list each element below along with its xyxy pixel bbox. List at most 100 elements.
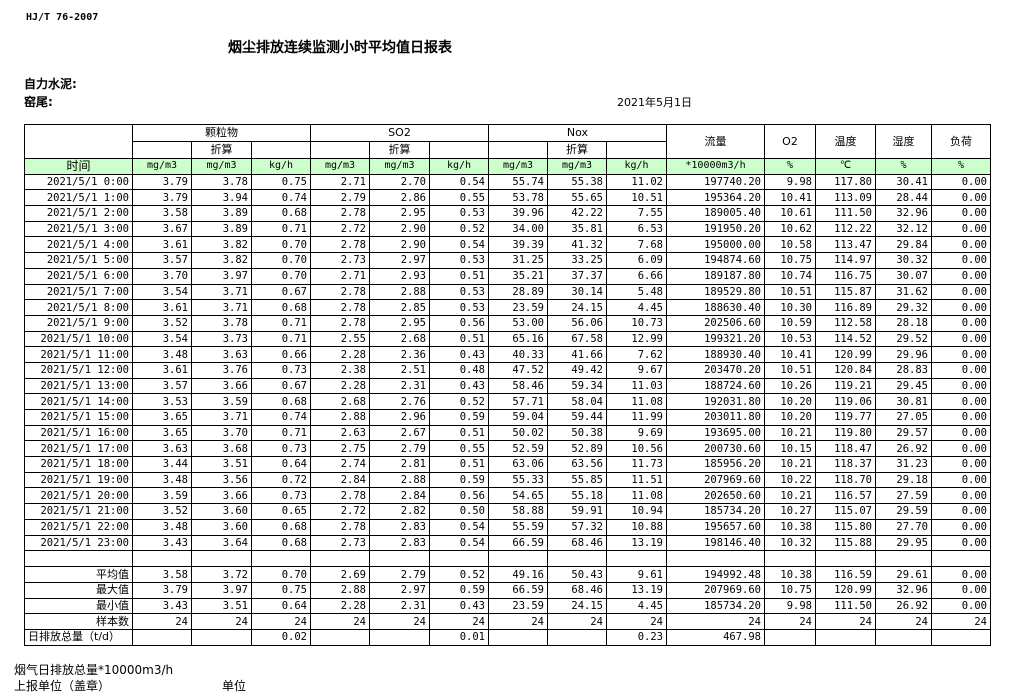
- value-cell: 11.08: [606, 393, 667, 410]
- value-cell: 23.59: [488, 597, 548, 615]
- value-cell: 3.65: [132, 409, 192, 426]
- value-cell: 24: [931, 613, 991, 630]
- value-cell: 114.97: [815, 252, 876, 269]
- time-cell: 2021/5/1 2:00: [24, 205, 133, 222]
- value-cell: 2.72: [310, 503, 370, 520]
- value-cell: 29.61: [875, 566, 932, 583]
- value-cell: 3.48: [132, 346, 192, 363]
- value-cell: 0.59: [429, 471, 489, 489]
- value-cell: 3.66: [191, 377, 252, 395]
- unit-cell: %: [875, 158, 932, 175]
- empty-cell: [815, 550, 876, 568]
- value-cell: 11.03: [606, 377, 667, 395]
- value-cell: 0.00: [931, 252, 991, 269]
- value-cell: 116.75: [815, 267, 876, 285]
- value-cell: 2.88: [310, 581, 370, 599]
- value-cell: 0.73: [251, 440, 311, 458]
- value-cell: 2.84: [310, 471, 370, 489]
- value-cell: 3.51: [191, 456, 252, 473]
- value-cell: 10.58: [764, 236, 816, 254]
- time-cell: 2021/5/1 18:00: [24, 456, 133, 473]
- value-cell: 2.28: [310, 346, 370, 363]
- stat-label: 样本数: [24, 613, 133, 630]
- value-cell: 12.99: [606, 330, 667, 348]
- value-cell: 53.00: [488, 314, 548, 332]
- value-cell: 0.00: [931, 409, 991, 426]
- stats-row: 最小值 3.43 3.51 0.64 2.28 2.31 0.43 23.59 24.15 4.4…: [24, 597, 991, 615]
- stat-label: 平均值: [24, 566, 133, 583]
- value-cell: 3.43: [132, 534, 192, 552]
- value-cell: 30.14: [547, 283, 607, 301]
- header-load: 负荷: [931, 124, 991, 159]
- value-cell: 0.73: [251, 487, 311, 505]
- header-nox-converted: 折算: [547, 141, 607, 159]
- value-cell: 2.95: [369, 314, 430, 332]
- value-cell: 24: [606, 613, 667, 630]
- header-blank: [488, 141, 548, 159]
- value-cell: 50.38: [547, 424, 607, 442]
- header-so2-converted: 折算: [369, 141, 430, 159]
- value-cell: 3.63: [132, 440, 192, 458]
- value-cell: 3.72: [191, 566, 252, 583]
- value-cell: 57.71: [488, 393, 548, 410]
- value-cell: 0.51: [429, 424, 489, 442]
- value-cell: 2.95: [369, 205, 430, 222]
- value-cell: 41.32: [547, 236, 607, 254]
- value-cell: 2.74: [310, 456, 370, 473]
- value-cell: 3.63: [191, 346, 252, 363]
- header-blank: [24, 124, 133, 142]
- value-cell: 3.89: [191, 205, 252, 222]
- value-cell: 0.00: [931, 283, 991, 301]
- value-cell: 3.82: [191, 236, 252, 254]
- value-cell: 52.59: [488, 440, 548, 458]
- value-cell: 13.19: [606, 581, 667, 599]
- value-cell: 3.52: [132, 503, 192, 520]
- empty-cell: [764, 550, 816, 568]
- time-cell: 2021/5/1 23:00: [24, 534, 133, 552]
- value-cell: 58.88: [488, 503, 548, 520]
- value-cell: 2.82: [369, 503, 430, 520]
- value-cell: 0.00: [931, 267, 991, 285]
- value-cell: 24: [815, 613, 876, 630]
- value-cell: 23.59: [488, 299, 548, 316]
- value-cell: 2.86: [369, 189, 430, 207]
- value-cell: 0.70: [251, 252, 311, 269]
- stats-row: 最大值 3.79 3.97 0.75 2.88 2.97 0.59 66.59 68.46 13.…: [24, 581, 991, 599]
- header-blank: [429, 141, 489, 159]
- value-cell: 10.62: [764, 220, 816, 238]
- value-cell: 0.52: [429, 566, 489, 583]
- company-label: 自力水泥:: [24, 77, 77, 91]
- value-cell: 0.56: [429, 487, 489, 505]
- value-cell: 0.00: [931, 377, 991, 395]
- value-cell: 3.57: [132, 252, 192, 269]
- value-cell: 0.54: [429, 236, 489, 254]
- value-cell: 0.00: [931, 173, 991, 191]
- header-blank: [606, 141, 667, 159]
- value-cell: 0.00: [931, 471, 991, 489]
- value-cell: 2.28: [310, 377, 370, 395]
- flue-gas-total-label: 烟气日排放总量*10000m3/h: [14, 663, 174, 677]
- value-cell: 39.96: [488, 205, 548, 222]
- value-cell: 0.53: [429, 205, 489, 222]
- value-cell: 0.00: [931, 566, 991, 583]
- value-cell: 2.85: [369, 299, 430, 316]
- time-cell: 2021/5/1 13:00: [24, 377, 133, 395]
- value-cell: 0.70: [251, 566, 311, 583]
- table-row: 2021/5/1 1:00 3.79 3.94 0.74 2.79 2.86 0.55 53.…: [24, 189, 991, 207]
- value-cell: 10.53: [764, 330, 816, 348]
- value-cell: 56.06: [547, 314, 607, 332]
- value-cell: 191950.20: [666, 220, 765, 238]
- value-cell: 10.61: [764, 205, 816, 222]
- value-cell: 194874.60: [666, 252, 765, 269]
- value-cell: 0.67: [251, 377, 311, 395]
- value-cell: 0.53: [429, 252, 489, 269]
- value-cell: 2.81: [369, 456, 430, 473]
- empty-cell: [251, 550, 311, 568]
- value-cell: 3.79: [132, 173, 192, 191]
- value-cell: 3.58: [132, 566, 192, 583]
- table-row: 2021/5/1 3:00 3.67 3.89 0.71 2.72 2.90 0.52 34.…: [24, 220, 991, 238]
- value-cell: 119.21: [815, 377, 876, 395]
- value-cell: 30.07: [875, 267, 932, 285]
- value-cell: 55.85: [547, 471, 607, 489]
- header-o2: O2: [764, 124, 816, 159]
